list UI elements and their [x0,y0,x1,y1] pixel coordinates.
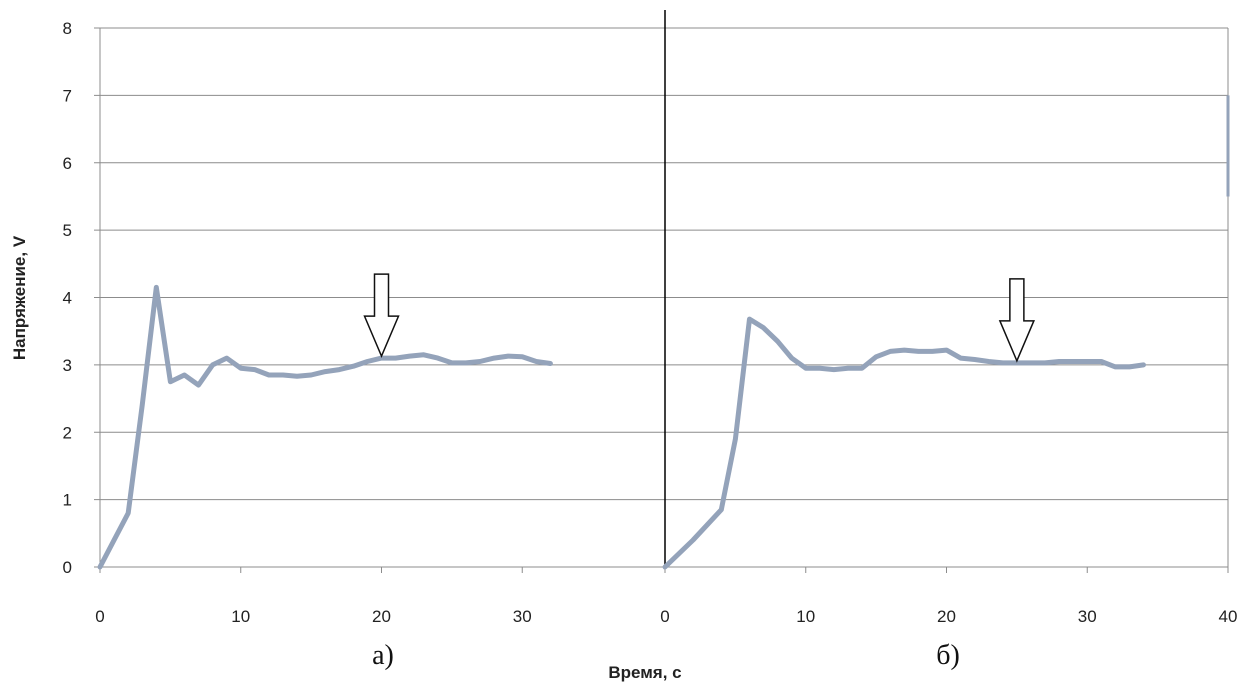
y-tick-label: 1 [63,491,72,510]
x-tick-label: 40 [1219,607,1238,626]
y-tick-label: 8 [63,19,72,38]
x-tick-label: 30 [1078,607,1097,626]
x-tick-label: 10 [796,607,815,626]
arrow-marker-panel-1 [363,273,400,359]
y-tick-label: 0 [63,558,72,577]
axes [99,10,1229,567]
y-tick-label: 5 [63,221,72,240]
x-axis-title: Время, с [608,663,681,682]
y-axis-title: Напряжение, V [10,235,29,360]
panel-label-b: б) [936,640,960,671]
x-tick-label: 20 [372,607,391,626]
x-tick-label: 10 [231,607,250,626]
arrow-marker-panel-2 [998,278,1036,363]
x-tick-label: 0 [660,607,669,626]
series-line-panel-1 [97,284,553,570]
x-tick-label: 30 [513,607,532,626]
panel-label-a: а) [372,640,394,671]
series-line-panel-2 [662,316,1146,570]
x-tick-label: 20 [937,607,956,626]
gridlines [94,27,1229,573]
y-tick-label: 3 [63,356,72,375]
y-tick-label: 7 [63,86,72,105]
x-tick-label: 0 [95,607,104,626]
y-tick-label: 2 [63,423,72,442]
data-series [97,95,1230,570]
y-tick-label: 6 [63,154,72,173]
tick-labels: 0 1 2 3 4 5 6 7 8 0 10 20 30 0 10 20 30 40 [63,19,1238,626]
y-tick-label: 4 [63,289,72,308]
markers [363,273,1036,363]
